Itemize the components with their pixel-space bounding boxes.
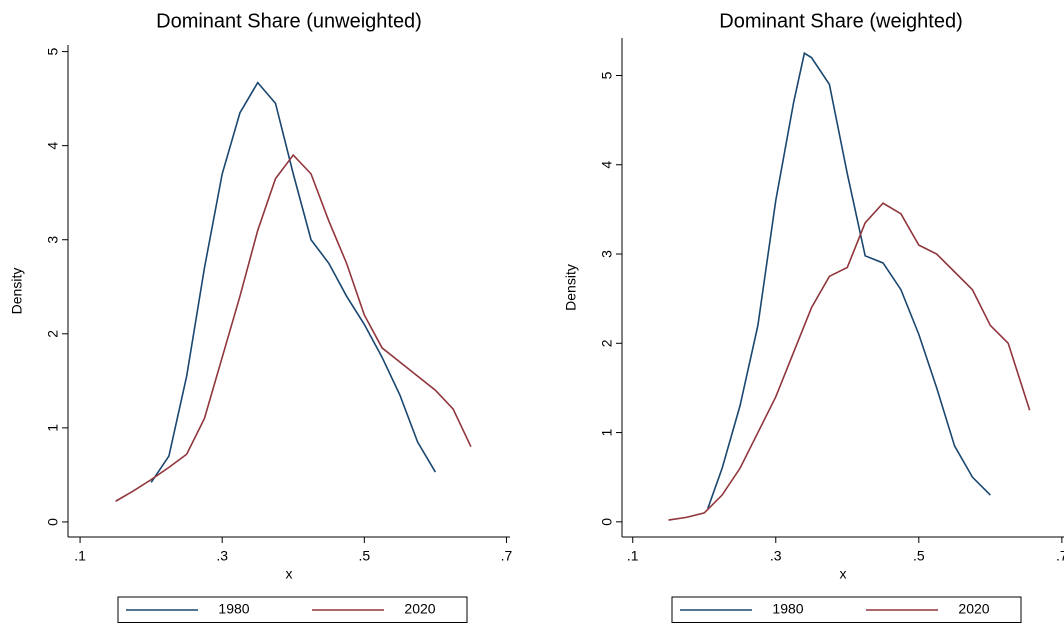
y-axis-title: Density [9, 268, 25, 315]
x-axis-title: x [286, 566, 293, 582]
legend-label: 1980 [218, 601, 249, 617]
y-tick-label: 3 [599, 250, 615, 258]
chart-title: Dominant Share (weighted) [719, 10, 962, 32]
y-tick-label: 0 [599, 518, 615, 526]
density-line [150, 81, 437, 483]
legend-label: 2020 [958, 601, 989, 617]
x-tick-label: .1 [627, 548, 639, 564]
y-tick-label: 5 [599, 71, 615, 79]
y-tick-label: 1 [599, 428, 615, 436]
y-tick-label: 2 [45, 330, 61, 338]
x-tick-label: .3 [770, 548, 782, 564]
y-tick-label: 4 [599, 161, 615, 169]
x-tick-label: .3 [216, 548, 228, 564]
x-tick-label: .5 [913, 548, 925, 564]
x-axis-title: x [840, 566, 847, 582]
y-tick-label: 5 [45, 47, 61, 55]
x-tick-label: .5 [358, 548, 370, 564]
y-tick-label: 3 [45, 236, 61, 244]
y-tick-label: 2 [599, 339, 615, 347]
density-line [115, 153, 472, 502]
density-line [668, 202, 1031, 521]
density-line [707, 51, 991, 509]
x-tick-label: .1 [74, 548, 86, 564]
x-tick-label: .7 [501, 548, 513, 564]
legend-label: 1980 [772, 601, 803, 617]
x-tick-label: .7 [1056, 548, 1064, 564]
y-axis-title: Density [563, 264, 579, 311]
y-tick-label: 0 [45, 518, 61, 526]
chart-title: Dominant Share (unweighted) [156, 10, 422, 32]
y-tick-label: 4 [45, 142, 61, 150]
y-tick-label: 1 [45, 424, 61, 432]
legend-label: 2020 [404, 601, 435, 617]
